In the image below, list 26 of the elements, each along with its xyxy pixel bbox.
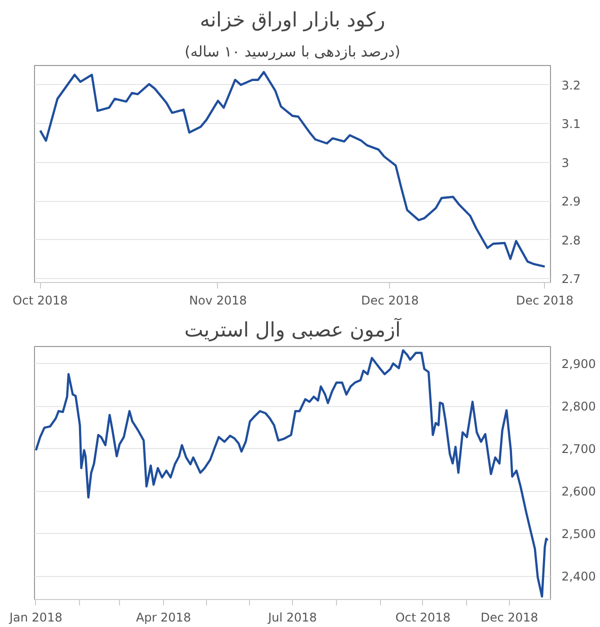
x-tick-label: Dec 2018 — [480, 610, 538, 624]
chart-title: رکود بازار اوراق خزانه — [200, 8, 386, 32]
y-tick-label: 3.2 — [562, 78, 581, 92]
x-tick-label: Jul 2018 — [267, 610, 317, 624]
x-tick-label: Oct 2018 — [12, 294, 68, 308]
y-tick-label: 2,700 — [562, 442, 596, 456]
x-tick-label: Oct 2018 — [395, 610, 450, 624]
y-tick-label: 2,600 — [562, 484, 596, 499]
y-tick-label: 3 — [562, 156, 570, 170]
y-tick-label: 2.9 — [562, 194, 581, 209]
x-tick-label: Dec 2018 — [361, 294, 419, 308]
y-tick-label: 2,900 — [562, 357, 596, 372]
y-tick-label: 2,500 — [562, 527, 596, 542]
x-tick-label: Apr 2018 — [136, 610, 192, 624]
y-tick-label: 2,400 — [562, 570, 596, 584]
x-tick-label: Nov 2018 — [189, 294, 247, 308]
x-tick-label: Jan 2018 — [8, 610, 62, 624]
line-series — [39, 70, 546, 268]
chart-title: آزمون عصبی وال استریت — [184, 318, 402, 342]
y-tick-label: 2.7 — [562, 272, 581, 286]
y-tick-label: 3.1 — [562, 117, 581, 132]
chart-subtitle: (درصد بازدهی با سررسید ۱۰ ساله) — [184, 44, 400, 60]
y-tick-label: 2,800 — [562, 400, 596, 414]
x-tick-label: Dec 2018 — [516, 294, 574, 308]
line-series — [34, 349, 549, 598]
y-tick-label: 2.8 — [562, 233, 581, 248]
